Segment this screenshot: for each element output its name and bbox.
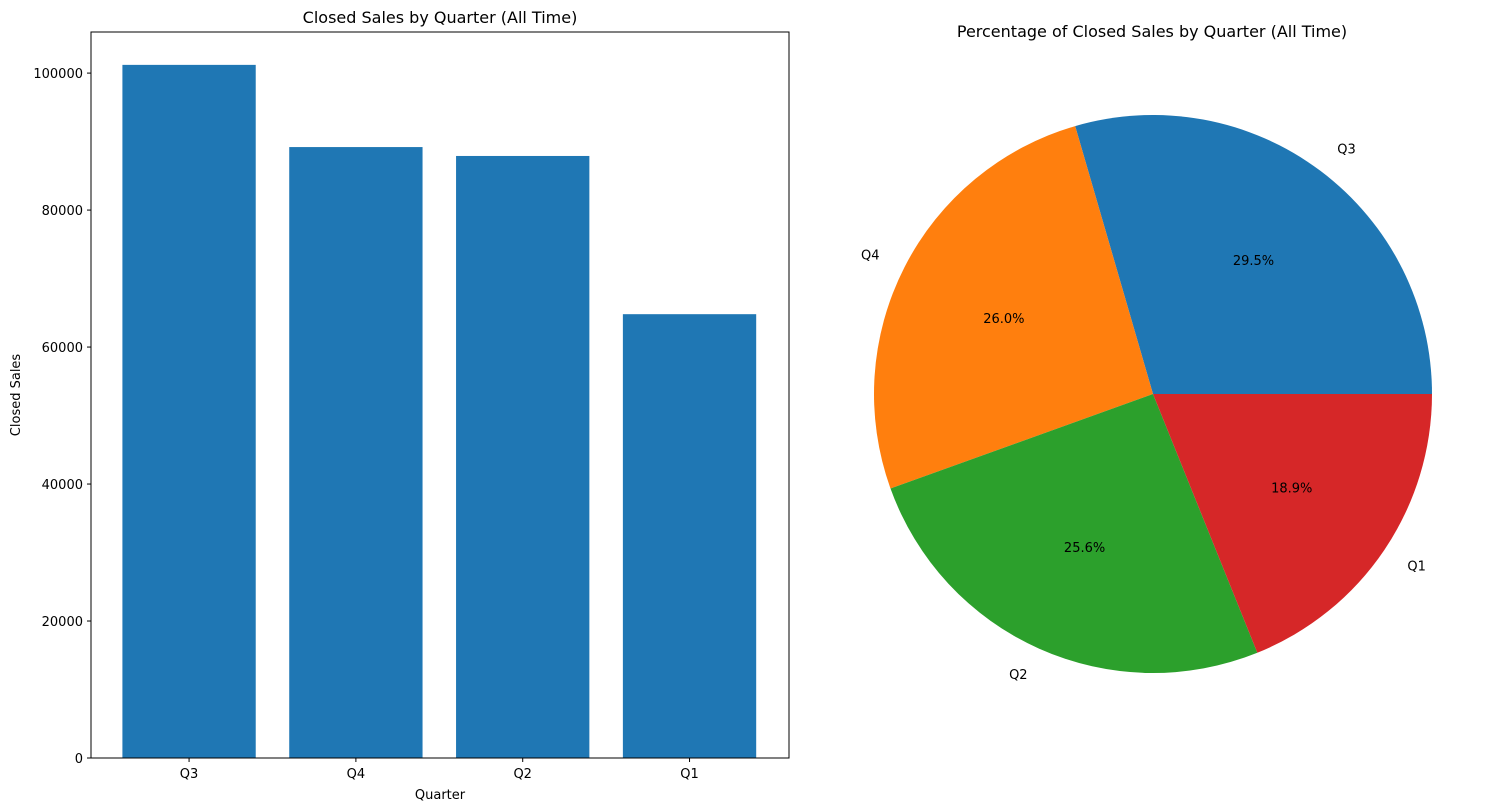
pie-percent-label: 25.6% — [1064, 541, 1105, 556]
x-tick-label: Q4 — [347, 767, 366, 782]
y-tick-label: 60000 — [42, 341, 83, 356]
pie-percent-label: 18.9% — [1271, 482, 1312, 497]
pie-slice-q4 — [874, 126, 1153, 489]
pie-chart-title: Percentage of Closed Sales by Quarter (A… — [957, 22, 1347, 41]
pie-chart: Percentage of Closed Sales by Quarter (A… — [861, 22, 1432, 683]
pie-slice-q1 — [1153, 394, 1432, 653]
x-axis-ticks: Q3 Q4 Q2 Q1 — [180, 758, 699, 782]
pie-category-label: Q1 — [1407, 560, 1426, 575]
pie-slice-q2 — [890, 394, 1258, 673]
y-tick-label: 100000 — [33, 67, 83, 82]
pie-percent-label: 26.0% — [983, 312, 1024, 327]
x-axis-label: Quarter — [415, 788, 466, 803]
y-tick-label: 40000 — [42, 478, 83, 493]
x-tick-label: Q2 — [513, 767, 532, 782]
bar-q4 — [289, 147, 423, 758]
pie-category-label: Q2 — [1009, 668, 1028, 683]
pie-category-label: Q4 — [861, 249, 880, 264]
pie-category-label: Q3 — [1337, 143, 1356, 158]
bar-chart: Closed Sales by Quarter (All Time) 0 2000… — [9, 8, 790, 803]
pie-slice-q3 — [1075, 115, 1432, 394]
x-tick-label: Q1 — [680, 767, 699, 782]
bar-plot-frame — [90, 31, 790, 759]
bar-q2 — [456, 155, 590, 759]
bar-q1 — [622, 314, 757, 758]
pie-percent-label: 29.5% — [1233, 254, 1274, 269]
x-tick-label: Q3 — [180, 767, 199, 782]
pie-labels: Q3 29.5% Q4 26.0% Q2 25.6% Q1 18.9% — [861, 143, 1426, 684]
y-tick-label: 0 — [75, 752, 83, 767]
pie-slices — [874, 115, 1432, 673]
y-axis-ticks: 0 20000 40000 60000 80000 100000 — [33, 67, 91, 767]
bar-series — [122, 64, 757, 759]
bar-chart-title: Closed Sales by Quarter (All Time) — [303, 8, 578, 27]
y-axis-label: Closed Sales — [9, 354, 24, 437]
y-tick-label: 20000 — [42, 615, 83, 630]
y-tick-label: 80000 — [42, 204, 83, 219]
bar-q3 — [122, 64, 256, 758]
